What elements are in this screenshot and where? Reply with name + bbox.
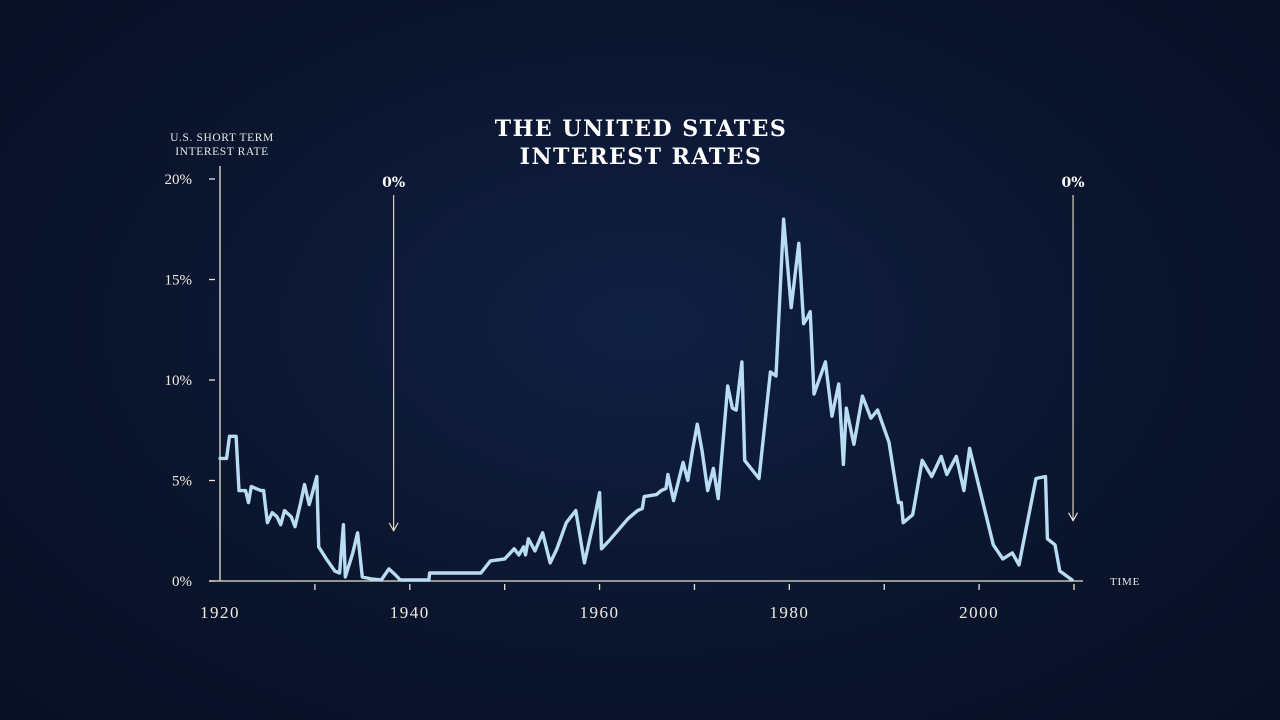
series-group	[218, 217, 1074, 582]
annotation-arrow-head	[388, 522, 399, 532]
x-tick-label: 1960	[580, 603, 620, 622]
y-tick-label: 15%	[165, 273, 193, 289]
y-tick-label: 5%	[172, 474, 192, 490]
x-axis-label: TIME	[1110, 576, 1140, 588]
x-tick-label: 2000	[959, 603, 999, 622]
x-ticks: 1920 1940 1960 1980 2000	[200, 584, 1075, 622]
y-ticks: 0% 5% 10% 15% 20%	[165, 172, 215, 590]
x-tick-label: 1980	[769, 603, 809, 622]
y-tick-label: 0%	[172, 574, 192, 590]
annotation-arrow-head	[1068, 512, 1079, 522]
y-tick-label: 20%	[165, 172, 193, 188]
y-axis-label-line-2: INTEREST RATE	[175, 146, 269, 158]
x-tick-label: 1940	[390, 603, 430, 622]
y-tick-label: 10%	[165, 373, 193, 389]
annotation-label: 0%	[382, 175, 405, 191]
chart-title-line-2: INTEREST RATES	[520, 144, 763, 170]
interest-rate-series-line	[218, 217, 1074, 582]
annotations: 0% 0%	[382, 175, 1085, 532]
chart-title-line-1: THE UNITED STATES	[495, 116, 788, 142]
x-tick-label: 1920	[200, 603, 240, 622]
annotation-label: 0%	[1062, 175, 1085, 191]
y-axis-label-line-1: U.S. SHORT TERM	[170, 132, 274, 144]
